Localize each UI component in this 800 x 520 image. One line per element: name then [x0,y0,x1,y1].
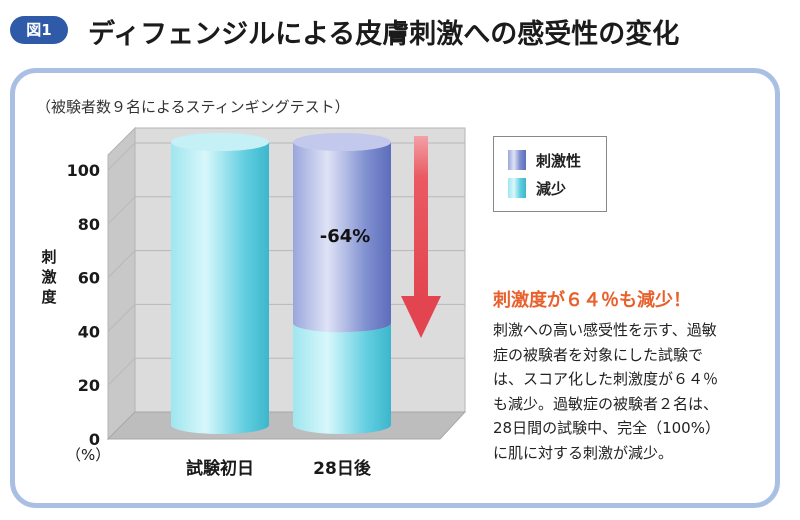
bar-segment-stimulus [293,142,391,333]
decrease-arrow [401,136,441,338]
chart-legend: 刺激性 減少 [493,136,607,212]
body-line: 症の被験者を対象にした試験で [493,345,704,364]
category-label-1: 28日後 [313,459,371,479]
y-tick-label: 80 [78,215,100,234]
chart-subtitle: （被験者数９名によるスティンギングテスト） [36,98,350,116]
legend-label-stimulus: 刺激性 [536,151,582,170]
body-line: 刺激への高い感受性を示す、過敏 [493,321,717,339]
bar-segment-decrease [293,323,391,434]
y-axis-unit: （%） [66,446,111,464]
body-line: 28日間の試験中、完全（100%） [493,419,720,437]
legend-item-decrease: 減少 [508,177,566,199]
category-label-0: 試験初日 [186,459,254,479]
legend-swatch-stimulus [508,150,526,170]
y-tick-label: 0 [89,430,100,449]
body-line: も減少。過敏症の被験者２名は、 [493,394,719,413]
chart-side-wall [107,126,136,441]
bar-top-cap [293,133,391,151]
legend-item-stimulus: 刺激性 [508,149,581,171]
bar-segment-decrease [171,142,269,434]
chart-floor [106,411,467,440]
y-tick-label: 20 [78,376,100,395]
figure-title: ディフェンジルによる皮膚刺激への感受性の変化 [88,19,680,50]
y-tick-label: 100 [67,161,100,180]
body-text: 刺激への高い感受性を示す、過敏 症の被験者を対象にした試験で は、スコア化した刺… [493,318,768,465]
y-axis-label: 刺激度 [41,248,57,306]
legend-label-decrease: 減少 [536,179,567,198]
y-tick-label: 60 [78,269,100,288]
legend-swatch-decrease [508,178,526,198]
body-line: に肌に対する刺激が減少。 [493,443,674,462]
figure-badge: 図1 [10,16,68,44]
bar-top-cap [171,133,269,151]
y-tick-label: 40 [78,322,100,341]
bar-annotation: -64% [319,226,371,247]
body-line: は、スコア化した刺激度が６４％ [493,370,719,388]
headline: 刺激度が６４％も減少！ [493,290,691,311]
